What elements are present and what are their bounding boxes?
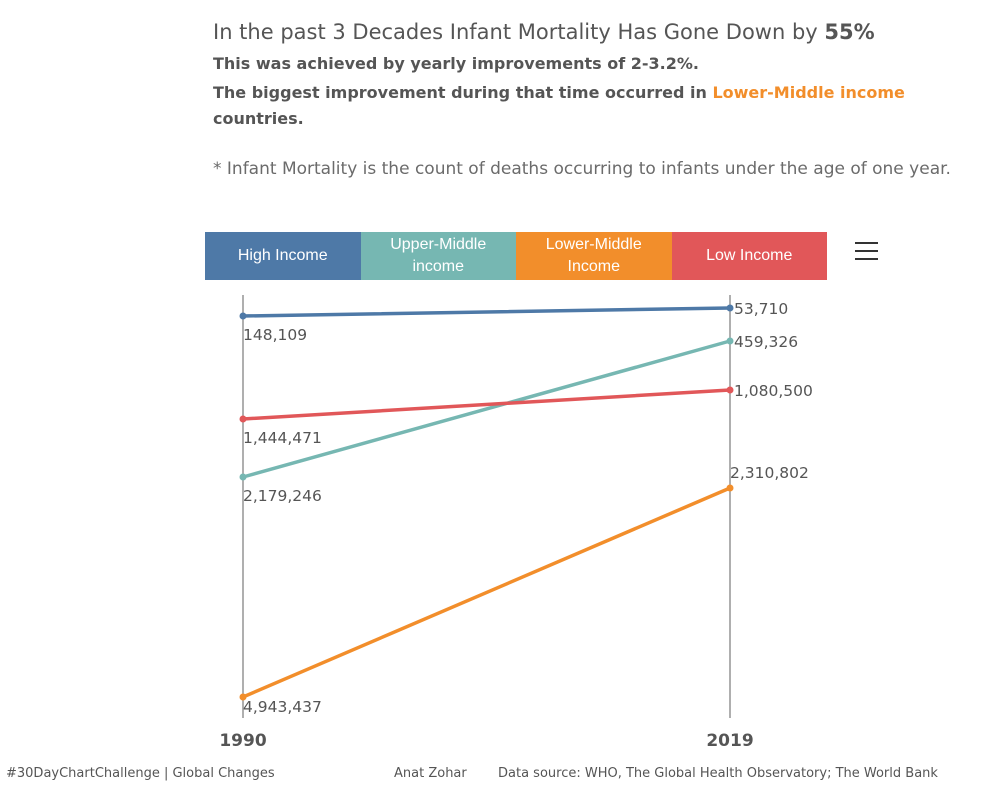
series-line-upper-middle-income	[241, 339, 732, 479]
hamburger-menu-icon[interactable]	[855, 242, 878, 262]
point-2019-lower-middle-income	[726, 484, 734, 492]
footer-source: Data source: WHO, The Global Health Obse…	[498, 766, 938, 781]
legend-item-lower-middle-income[interactable]: Lower-Middle Income	[516, 232, 672, 280]
data-label-1990-high-income: 148,109	[243, 326, 307, 344]
footer-author: Anat Zohar	[394, 766, 467, 781]
point-1990-lower-middle-income	[239, 693, 247, 701]
footer-hashtag: #30DayChartChallenge | Global Changes	[6, 766, 275, 781]
x-tick-label-2019: 2019	[706, 731, 753, 751]
chart-title: In the past 3 Decades Infant Mortality H…	[213, 20, 875, 44]
point-1990-low-income	[239, 415, 247, 423]
highlight-lower-middle: Lower-Middle income	[712, 83, 905, 102]
series-line-low-income	[241, 388, 732, 421]
point-2019-upper-middle-income	[726, 337, 734, 345]
series-line-high-income	[241, 306, 732, 318]
legend-item-low-income[interactable]: Low Income	[671, 232, 827, 280]
data-label-2019-high-income: 53,710	[734, 300, 788, 318]
point-1990-high-income	[239, 312, 247, 320]
x-tick-label-1990: 1990	[219, 731, 266, 751]
point-2019-high-income	[726, 304, 734, 312]
series-line-lower-middle-income	[241, 486, 732, 699]
subtitle-line-3: countries.	[213, 109, 304, 128]
legend-item-upper-middle-income[interactable]: Upper-Middle income	[360, 232, 516, 280]
subtitle-line-2: The biggest improvement during that time…	[213, 83, 905, 102]
data-label-1990-upper-middle-income: 2,179,246	[243, 487, 322, 505]
subtitle-line-1: This was achieved by yearly improvements…	[213, 54, 699, 73]
definition-note: * Infant Mortality is the count of death…	[213, 159, 951, 179]
data-label-2019-lower-middle-income: 2,310,802	[730, 464, 809, 482]
legend-item-high-income[interactable]: High Income	[205, 232, 361, 280]
data-label-1990-lower-middle-income: 4,943,437	[243, 698, 322, 716]
point-1990-upper-middle-income	[239, 473, 247, 481]
color-legend: High Income Upper-Middle income Lower-Mi…	[205, 232, 827, 280]
point-2019-low-income	[726, 386, 734, 394]
data-label-1990-low-income: 1,444,471	[243, 429, 322, 447]
data-label-2019-low-income: 1,080,500	[734, 382, 813, 400]
data-label-2019-upper-middle-income: 459,326	[734, 333, 798, 351]
